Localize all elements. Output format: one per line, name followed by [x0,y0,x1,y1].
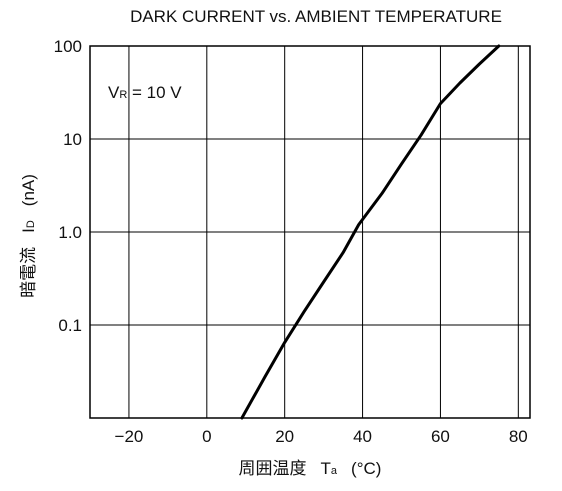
x-axis-label: 周囲温度 Ta (°C) [239,459,382,478]
x-tick-label: 40 [353,427,372,446]
x-tick-label: 0 [202,427,211,446]
vr-subscript: R [119,89,127,101]
tick-labels: −20 0 20 40 60 80 0.1 1.0 10 100 [54,37,528,446]
grid [90,46,530,418]
y-tick-label: 100 [54,37,82,56]
y-tick-label: 0.1 [58,316,82,335]
chart-title: DARK CURRENT vs. AMBIENT TEMPERATURE [130,7,502,26]
x-axis-main: 周囲温度 [239,459,307,478]
x-axis-symbol: T [321,459,331,478]
y-tick-label: 10 [63,130,82,149]
dark-current-curve [240,44,501,420]
y-axis-subscript: D [25,220,37,228]
y-axis-unit: (nA) [19,174,38,206]
series-group [240,44,501,420]
y-axis-symbol: I [19,228,38,233]
x-tick-label: 60 [431,427,450,446]
x-tick-label: 20 [275,427,294,446]
y-axis-main: 暗電流 [19,247,38,298]
vr-symbol: V [108,83,120,102]
vr-value: = 10 V [127,83,182,102]
y-axis-label: 暗電流 ID (nA) [19,174,38,298]
x-axis-unit: (°C) [351,459,381,478]
vr-annotation: VR = 10 V [108,83,182,102]
plot-frame [89,45,531,419]
x-axis-subscript: a [331,465,338,477]
x-tick-label: 80 [509,427,528,446]
x-tick-label: −20 [115,427,144,446]
y-tick-label: 1.0 [58,223,82,242]
